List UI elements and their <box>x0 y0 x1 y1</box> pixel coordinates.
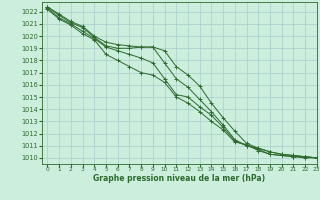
X-axis label: Graphe pression niveau de la mer (hPa): Graphe pression niveau de la mer (hPa) <box>93 174 265 183</box>
